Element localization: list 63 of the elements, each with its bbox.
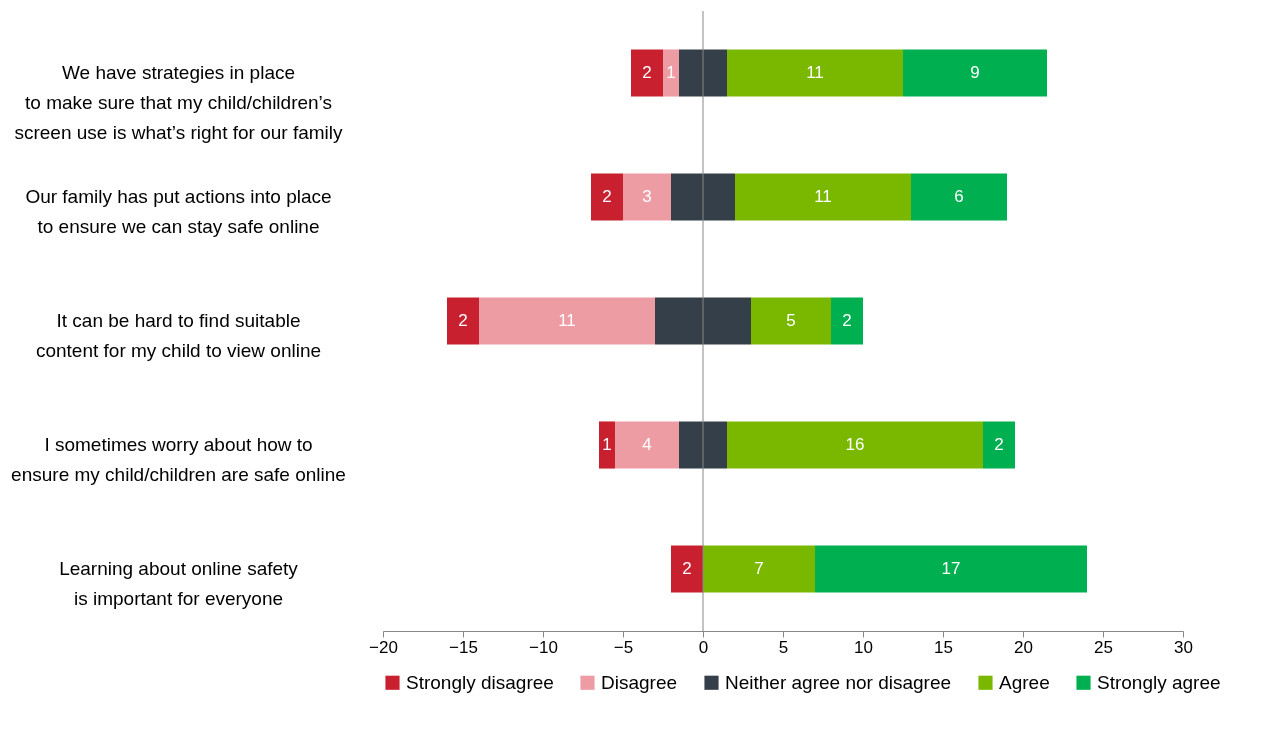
x-tick-label: −5 bbox=[613, 637, 634, 657]
bar bbox=[591, 173, 623, 221]
x-tick-label: 0 bbox=[698, 637, 709, 657]
legend-label: Disagree bbox=[601, 671, 678, 693]
data-label: 3 bbox=[642, 187, 652, 206]
x-tick-label: −15 bbox=[449, 637, 478, 657]
y-tick-label: It can be hard to find suitable content for my child to view online bbox=[35, 310, 322, 361]
bar bbox=[911, 173, 1007, 221]
bar bbox=[479, 297, 655, 345]
data-label: 2 bbox=[602, 187, 612, 206]
bar bbox=[983, 421, 1015, 469]
bar bbox=[671, 545, 703, 593]
y-tick-label: Learning about online safety is important for everyone bbox=[59, 558, 299, 609]
y-tick-label: We have strategies in place to make sure that my child/children’s screen use is what’s right for our family bbox=[14, 62, 344, 143]
data-label: 4 bbox=[642, 435, 652, 454]
data-label: 11 bbox=[814, 187, 832, 206]
data-label: 1 bbox=[666, 63, 676, 82]
data-label: 17 bbox=[941, 559, 961, 578]
bar bbox=[631, 49, 663, 97]
x-tick-label: 30 bbox=[1174, 637, 1193, 657]
bar bbox=[615, 421, 679, 469]
data-label: 7 bbox=[754, 559, 764, 578]
bar bbox=[903, 49, 1047, 97]
y-tick-label: I sometimes worry about how to ensure my child/children are safe online bbox=[11, 434, 346, 485]
x-tick-label: 5 bbox=[778, 637, 789, 657]
bar bbox=[735, 173, 911, 221]
y-tick-label: Our family has put actions into place to ensure we can stay safe online bbox=[25, 186, 332, 237]
data-label: 2 bbox=[458, 311, 468, 330]
x-tick-label: 25 bbox=[1094, 637, 1113, 657]
x-tick-label: −10 bbox=[529, 637, 558, 657]
bar bbox=[447, 297, 479, 345]
data-label: 2 bbox=[642, 63, 652, 82]
x-tick-label: 20 bbox=[1014, 637, 1033, 657]
bar bbox=[679, 421, 727, 469]
data-label: 5 bbox=[786, 311, 796, 330]
x-tick-label: 15 bbox=[934, 637, 953, 657]
legend-label: Neither agree nor disagree bbox=[725, 671, 952, 693]
data-label: 11 bbox=[558, 311, 576, 330]
legend-label: Strongly agree bbox=[1097, 671, 1221, 693]
data-label: 2 bbox=[682, 559, 692, 578]
x-tick-label: 10 bbox=[854, 637, 873, 657]
legend-label: Agree bbox=[999, 671, 1050, 693]
bar bbox=[703, 545, 815, 593]
bar bbox=[751, 297, 831, 345]
data-label: 1 bbox=[602, 435, 612, 454]
data-label: 9 bbox=[970, 63, 980, 82]
bar bbox=[655, 297, 751, 345]
bar bbox=[727, 421, 983, 469]
data-label: 16 bbox=[845, 435, 865, 454]
bar bbox=[815, 545, 1087, 593]
bar bbox=[599, 421, 615, 469]
bar bbox=[663, 49, 679, 97]
x-tick-label: −20 bbox=[369, 637, 398, 657]
bar bbox=[623, 173, 671, 221]
bar bbox=[671, 173, 735, 221]
bar bbox=[831, 297, 863, 345]
data-label: 6 bbox=[954, 187, 964, 206]
data-label: 2 bbox=[842, 311, 852, 330]
data-label: 2 bbox=[994, 435, 1004, 454]
bar bbox=[679, 49, 727, 97]
bar bbox=[727, 49, 903, 97]
data-label: 11 bbox=[806, 63, 824, 82]
legend-label: Strongly disagree bbox=[406, 671, 554, 693]
